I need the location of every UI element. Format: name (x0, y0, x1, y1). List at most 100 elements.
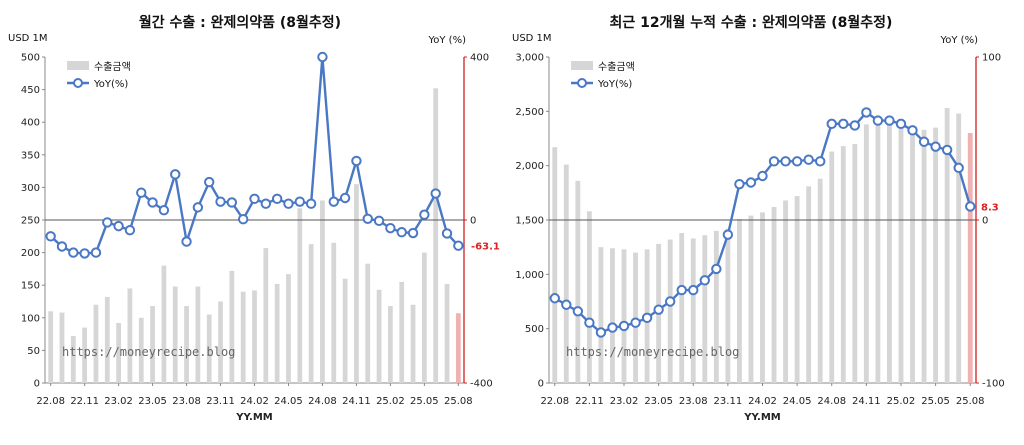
y-tick-label: 3,000 (515, 53, 544, 64)
legend-bar-label: 수출금액 (598, 61, 635, 73)
bar (104, 296, 110, 383)
bar (433, 88, 439, 384)
y-tick-label: 100 (21, 313, 40, 324)
yoy-point (305, 198, 317, 209)
bar (70, 336, 76, 383)
bar (286, 274, 291, 383)
yoy-point (711, 263, 722, 275)
chart-title: 최근 12개월 누적 수출 : 완제의약품 (8월추정) (610, 14, 893, 31)
bar (376, 289, 382, 383)
yoy-point (237, 213, 249, 225)
yoy-point (136, 187, 147, 198)
monthly-export-chart: 월간 수출 : 완제의약품 (8월추정) USD 1M YoY (%) 0 50 100 1… (8, 14, 500, 423)
yoy-point (803, 154, 814, 165)
yoy-point (561, 299, 572, 310)
bar (320, 200, 325, 383)
yoy-point (653, 304, 664, 315)
bar (863, 124, 869, 383)
bar (388, 306, 393, 383)
yoy-point (192, 202, 204, 213)
bar (410, 304, 416, 383)
yoy-point (215, 196, 226, 207)
yoy-point (351, 155, 362, 167)
yoy-point (664, 296, 676, 307)
x-tick-label: 24.11 (342, 396, 371, 407)
yoy-point (102, 217, 113, 228)
bar (875, 117, 881, 383)
bar (421, 252, 427, 383)
y-tick-label: 50 (27, 346, 40, 357)
yoy-point (941, 144, 953, 156)
y-tick-label: 0 (538, 379, 544, 390)
bar (116, 323, 121, 383)
bar (840, 146, 846, 383)
bar (172, 286, 178, 383)
x-tick-label: 25.02 (376, 396, 405, 407)
bar (354, 184, 359, 383)
x-tick-label: 24.05 (274, 396, 303, 407)
y2-tick-label: 0 (982, 216, 988, 227)
y2-tick-label: 400 (470, 53, 489, 64)
yoy-point (688, 284, 699, 296)
yoy-point (768, 156, 780, 167)
yoy-point (56, 241, 68, 252)
yoy-point (385, 222, 396, 234)
yoy-point (641, 312, 653, 323)
bar (563, 164, 569, 383)
x-tick-label: 23.11 (714, 396, 743, 407)
yoy-point (780, 156, 791, 167)
left-axis-unit: USD 1M (512, 33, 552, 44)
y2-tick-label: 0 (470, 216, 476, 227)
x-tick-label: 23.05 (138, 396, 167, 407)
bar (783, 200, 789, 383)
yoy-point (68, 247, 79, 258)
watermark-text: https://moneyrecipe.blog (62, 345, 235, 359)
bar (610, 248, 615, 383)
bar (586, 211, 592, 383)
right-axis-unit: YoY (%) (428, 35, 467, 46)
yoy-point (930, 141, 941, 152)
bar (552, 147, 558, 383)
bar (331, 242, 337, 383)
bar (956, 113, 962, 384)
x-tick-label: 23.02 (610, 396, 639, 407)
bar (679, 233, 685, 383)
yoy-point (895, 118, 907, 130)
yoy-point (872, 115, 884, 126)
bar (48, 311, 54, 383)
bar (184, 306, 189, 383)
yoy-point (607, 322, 618, 333)
bar (240, 291, 246, 383)
legend-bar-swatch (67, 61, 89, 70)
yoy-point (838, 118, 849, 130)
y2-tick-label: -400 (470, 379, 493, 390)
yoy-point (271, 193, 283, 205)
yoy-point (884, 115, 895, 126)
yoy-point (791, 156, 803, 167)
yoy-point (79, 248, 90, 259)
bar (138, 317, 144, 383)
bar (297, 208, 303, 383)
bar (690, 238, 696, 383)
yoy-point (676, 284, 687, 296)
yoy-point (441, 228, 453, 239)
y-tick-label: 350 (21, 150, 40, 161)
bar (713, 230, 719, 383)
bar (252, 290, 257, 383)
x-tick-label: 24.08 (817, 396, 846, 407)
yoy-point (45, 231, 56, 242)
y-tick-label: 400 (21, 118, 40, 129)
y-tick-label: 500 (525, 324, 544, 335)
yoy-point (453, 240, 464, 251)
bar (921, 129, 927, 383)
x-tick-label: 25.05 (410, 396, 439, 407)
x-tick-label: 24.05 (783, 396, 812, 407)
bar (817, 178, 823, 383)
x-tick-label: 25.02 (887, 396, 916, 407)
yoy-point (584, 317, 595, 328)
y2-tick-label: 100 (982, 53, 1001, 64)
bar (150, 306, 155, 383)
bar (575, 180, 581, 383)
bar (760, 212, 765, 383)
